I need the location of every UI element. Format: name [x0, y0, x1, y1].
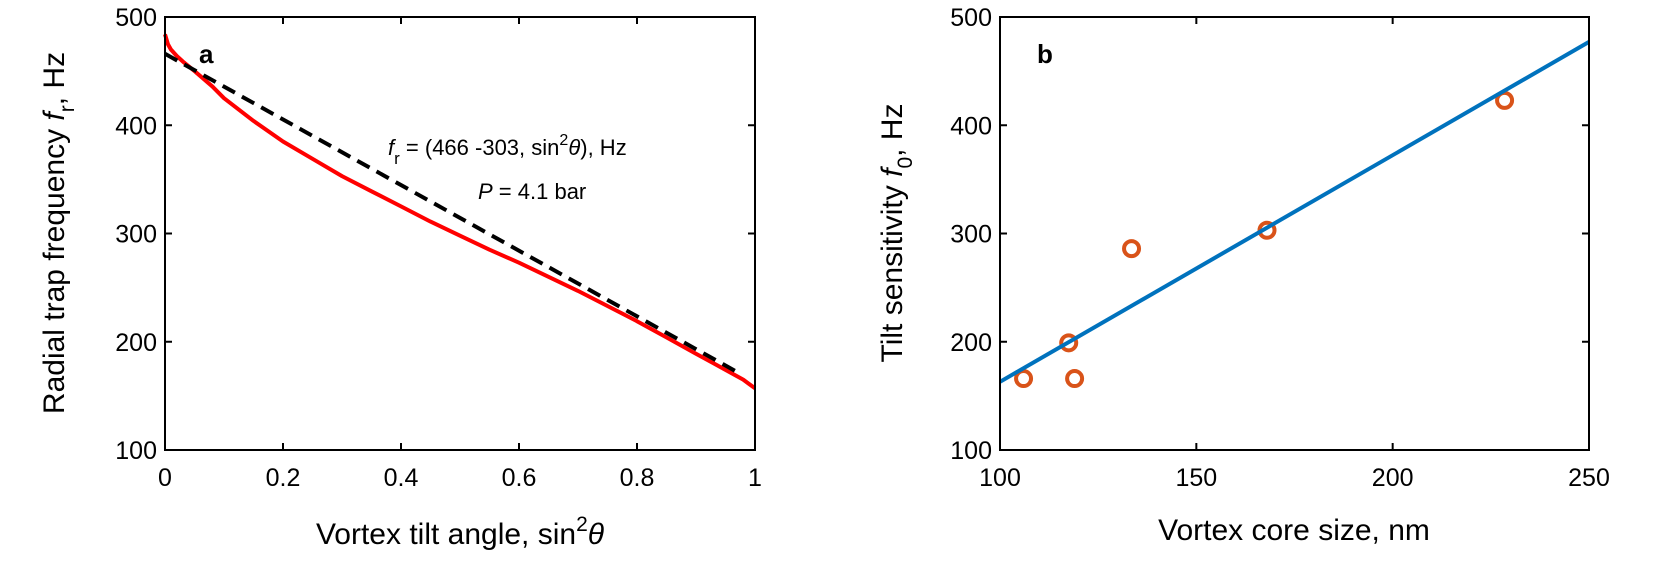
panel-b-ytick-label: 300	[950, 221, 992, 249]
panel-b-ytick-label: 400	[950, 112, 992, 140]
panel-b-ylabel-main: Tilt sensitivity	[876, 177, 909, 363]
panel-a-pressure-annotation: P = 4.1 bar	[478, 179, 586, 204]
panel-a-ytick-label: 500	[115, 4, 157, 32]
panel-a-ylabel: Radial trap frequency fr, Hz	[38, 52, 79, 414]
panel-a-ylabel-rest: , Hz	[38, 52, 71, 105]
panel-a-xtick-label: 0.6	[502, 464, 537, 492]
panel-a-ylabel-main: Radial trap frequency	[38, 121, 71, 415]
panel-a-xlabel-sup: 2	[576, 513, 588, 536]
panel-a-xtick-label: 0.2	[266, 464, 301, 492]
panel-b-xtick-label: 150	[1175, 464, 1217, 492]
panel-b-xtick-label: 250	[1568, 464, 1610, 492]
panel-b-ylabel-var: f	[876, 166, 909, 177]
panel-a-ytick-label: 200	[115, 329, 157, 357]
panel-b-xlabel: Vortex core size, nm	[1158, 514, 1430, 547]
panel-a-xtick-label: 1	[748, 464, 762, 492]
panel-b-data-point	[1059, 333, 1079, 353]
panel-b-xtick-label: 200	[1372, 464, 1414, 492]
panel-b-ytick-label: 200	[950, 329, 992, 357]
annot-var-theta: θ	[568, 135, 580, 160]
panel-a-line-fit	[164, 52, 739, 374]
annot-fit-pre: = (466 -303, sin	[400, 135, 560, 160]
panel-a-xlabel-main: Vortex tilt angle, sin	[316, 518, 576, 551]
annot-sup-2: 2	[559, 132, 568, 149]
panel-b-label: b	[1037, 39, 1053, 69]
panel-a-label: a	[199, 39, 214, 69]
panel-a-fit-annotation: fr = (466 -303, sin2θ), Hz	[388, 132, 627, 168]
panel-b-data-point	[1014, 369, 1034, 389]
panel-a-ylabel-sub: r	[56, 105, 79, 112]
panel-b: 100 150 200 250 100 200 300 400 500 b Vortex cor…	[876, 4, 1610, 547]
panel-a-xtick-label: 0	[158, 464, 172, 492]
panel-a-frame	[164, 16, 756, 451]
panel-a-xlabel-var: θ	[588, 518, 605, 551]
panel-a-line-measured	[163, 33, 757, 390]
panel-b-series	[999, 40, 1590, 389]
panel-a-ytick-label: 300	[115, 221, 157, 249]
panel-b-ytick-label: 100	[950, 437, 992, 465]
panel-a-series	[163, 33, 757, 390]
panel-b-ylabel: Tilt sensitivity f0, Hz	[876, 104, 917, 363]
panel-b-frame	[999, 16, 1590, 451]
annot-fit-post: ), Hz	[580, 135, 626, 160]
panel-b-ylabel-sub: 0	[894, 157, 917, 169]
annot-sub-r: r	[394, 149, 400, 168]
panel-a-ytick-label: 400	[115, 112, 157, 140]
panel-b-data-point	[1122, 239, 1142, 259]
panel-b-ytick-label: 500	[950, 4, 992, 32]
panel-a-ylabel-var: f	[38, 110, 71, 121]
panel-b-data-point	[1065, 369, 1085, 389]
panel-b-line-linear-fit	[999, 40, 1590, 384]
panel-b-ticks: 100 150 200 250 100 200 300 400 500	[950, 4, 1610, 492]
panel-a-ytick-label: 100	[115, 437, 157, 465]
panel-a-ticks: 0 0.2 0.4 0.6 0.8 1 100 200 300 400 500	[115, 4, 762, 492]
panel-a-xtick-label: 0.4	[384, 464, 419, 492]
annot-pressure-text: = 4.1 bar	[493, 179, 587, 204]
panel-b-ylabel-rest: , Hz	[876, 104, 909, 157]
annot-var-p: P	[478, 179, 493, 204]
panel-b-xtick-label: 100	[979, 464, 1021, 492]
annot-var-f: f	[388, 135, 397, 160]
panel-a-xlabel: Vortex tilt angle, sin2θ	[316, 513, 605, 551]
panel-a-xtick-label: 0.8	[620, 464, 655, 492]
